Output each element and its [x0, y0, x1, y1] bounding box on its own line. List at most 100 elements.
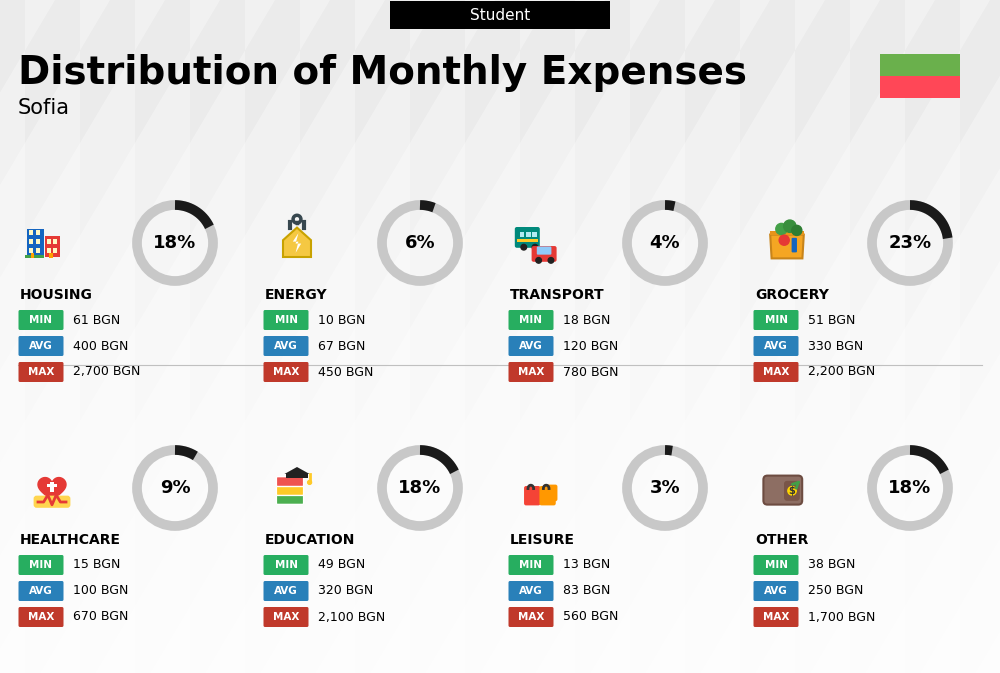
FancyBboxPatch shape [47, 240, 51, 244]
Circle shape [792, 225, 802, 236]
Text: EDUCATION: EDUCATION [265, 533, 355, 547]
Text: 450 BGN: 450 BGN [318, 365, 373, 378]
Text: 10 BGN: 10 BGN [318, 314, 365, 326]
Text: 83 BGN: 83 BGN [563, 584, 610, 598]
FancyBboxPatch shape [509, 607, 554, 627]
Circle shape [548, 258, 554, 263]
FancyBboxPatch shape [517, 240, 538, 242]
Text: MIN: MIN [274, 315, 298, 325]
Text: Distribution of Monthly Expenses: Distribution of Monthly Expenses [18, 54, 747, 92]
FancyBboxPatch shape [29, 230, 33, 235]
Text: 100 BGN: 100 BGN [73, 584, 128, 598]
Text: 2,700 BGN: 2,700 BGN [73, 365, 140, 378]
Text: Student: Student [470, 7, 530, 22]
FancyBboxPatch shape [18, 581, 64, 601]
FancyBboxPatch shape [264, 555, 308, 575]
Text: 18 BGN: 18 BGN [563, 314, 610, 326]
FancyBboxPatch shape [25, 255, 44, 258]
Text: AVG: AVG [274, 341, 298, 351]
Text: MAX: MAX [518, 367, 544, 377]
Text: 560 BGN: 560 BGN [563, 610, 618, 623]
Polygon shape [284, 467, 310, 474]
FancyBboxPatch shape [276, 495, 304, 504]
Polygon shape [770, 235, 804, 258]
Circle shape [784, 220, 796, 232]
FancyBboxPatch shape [792, 238, 797, 252]
FancyBboxPatch shape [264, 581, 308, 601]
FancyBboxPatch shape [754, 607, 798, 627]
Text: HEALTHCARE: HEALTHCARE [20, 533, 121, 547]
FancyBboxPatch shape [286, 474, 308, 479]
FancyBboxPatch shape [27, 229, 44, 257]
Circle shape [536, 258, 541, 263]
Text: 400 BGN: 400 BGN [73, 339, 128, 353]
Text: 18%: 18% [398, 479, 442, 497]
FancyBboxPatch shape [539, 486, 556, 505]
FancyBboxPatch shape [36, 239, 40, 244]
Text: 3%: 3% [650, 479, 680, 497]
Text: HOUSING: HOUSING [20, 288, 93, 302]
FancyBboxPatch shape [53, 240, 57, 244]
Text: AVG: AVG [764, 586, 788, 596]
FancyBboxPatch shape [880, 76, 960, 98]
Text: MAX: MAX [763, 612, 789, 622]
Circle shape [521, 244, 527, 250]
Text: 18%: 18% [153, 234, 197, 252]
Text: 49 BGN: 49 BGN [318, 559, 365, 571]
Text: MAX: MAX [273, 367, 299, 377]
FancyBboxPatch shape [880, 54, 960, 76]
FancyBboxPatch shape [276, 486, 304, 495]
FancyBboxPatch shape [754, 555, 798, 575]
FancyBboxPatch shape [36, 248, 40, 253]
Text: AVG: AVG [764, 341, 788, 351]
Text: ENERGY: ENERGY [265, 288, 328, 302]
FancyBboxPatch shape [526, 232, 531, 238]
Text: LEISURE: LEISURE [510, 533, 575, 547]
Text: MIN: MIN [765, 560, 788, 570]
Text: 9%: 9% [160, 479, 190, 497]
Text: 2,200 BGN: 2,200 BGN [808, 365, 875, 378]
FancyBboxPatch shape [264, 362, 308, 382]
FancyBboxPatch shape [53, 248, 57, 253]
Text: 15 BGN: 15 BGN [73, 559, 120, 571]
FancyBboxPatch shape [47, 248, 51, 253]
FancyBboxPatch shape [45, 236, 60, 257]
FancyBboxPatch shape [31, 253, 34, 258]
Text: GROCERY: GROCERY [755, 288, 829, 302]
FancyBboxPatch shape [524, 486, 540, 505]
FancyBboxPatch shape [18, 362, 64, 382]
Text: MIN: MIN [274, 560, 298, 570]
FancyBboxPatch shape [264, 310, 308, 330]
FancyBboxPatch shape [50, 483, 54, 492]
Text: 320 BGN: 320 BGN [318, 584, 373, 598]
Text: 250 BGN: 250 BGN [808, 584, 863, 598]
Polygon shape [293, 234, 301, 253]
Text: MIN: MIN [30, 560, 52, 570]
Text: 51 BGN: 51 BGN [808, 314, 855, 326]
Text: MIN: MIN [520, 560, 542, 570]
Text: 670 BGN: 670 BGN [73, 610, 128, 623]
Text: MAX: MAX [273, 612, 299, 622]
Text: 18%: 18% [888, 479, 932, 497]
Text: 6%: 6% [405, 234, 435, 252]
Text: 2,100 BGN: 2,100 BGN [318, 610, 385, 623]
Text: AVG: AVG [519, 341, 543, 351]
Text: MIN: MIN [765, 315, 788, 325]
FancyBboxPatch shape [509, 362, 554, 382]
FancyBboxPatch shape [509, 336, 554, 356]
FancyBboxPatch shape [515, 227, 540, 248]
Text: AVG: AVG [29, 586, 53, 596]
Text: MAX: MAX [28, 612, 54, 622]
FancyBboxPatch shape [532, 232, 537, 238]
Text: 23%: 23% [888, 234, 932, 252]
Text: MAX: MAX [28, 367, 54, 377]
Text: AVG: AVG [29, 341, 53, 351]
FancyBboxPatch shape [509, 310, 554, 330]
FancyBboxPatch shape [34, 495, 70, 508]
FancyBboxPatch shape [18, 310, 64, 330]
Text: MAX: MAX [518, 612, 544, 622]
FancyBboxPatch shape [754, 362, 798, 382]
FancyBboxPatch shape [537, 246, 551, 254]
FancyBboxPatch shape [264, 607, 308, 627]
FancyBboxPatch shape [18, 555, 64, 575]
